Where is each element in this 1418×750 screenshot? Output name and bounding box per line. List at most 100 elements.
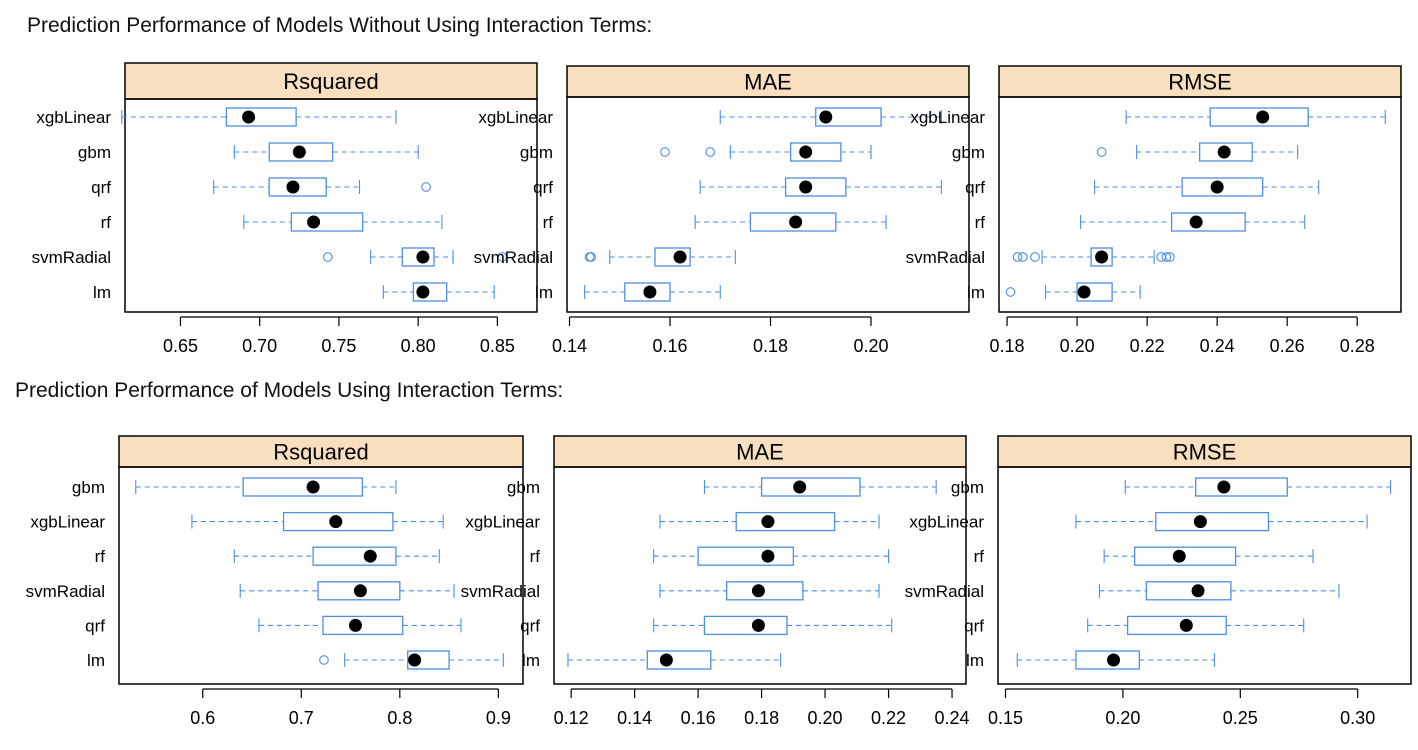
strip-title: RMSE	[1173, 440, 1237, 465]
category-label: svmRadial	[32, 248, 111, 267]
box-iqr	[322, 615, 404, 636]
outlier-point	[1005, 287, 1016, 297]
plot-frame	[997, 466, 1412, 685]
median-dot	[1172, 549, 1186, 563]
box-iqr	[1145, 581, 1232, 601]
category-label: rf	[975, 213, 986, 232]
strip-title: Rsquared	[283, 69, 378, 94]
category-label: qrf	[520, 616, 540, 635]
median-dot	[329, 515, 343, 529]
outlier-point	[586, 252, 596, 262]
x-tick-label: 0.24	[1200, 336, 1235, 356]
category-label: xgbLinear	[30, 513, 105, 532]
plot-frame	[124, 98, 538, 313]
box-iqr	[242, 477, 364, 497]
strip-title: Rsquared	[273, 440, 368, 465]
x-tick-label: 0.85	[480, 336, 515, 356]
median-dot	[1095, 250, 1109, 264]
median-dot	[242, 110, 256, 124]
x-tick-label: 0.20	[853, 336, 888, 356]
category-label: xgbLinear	[910, 108, 985, 127]
median-dot	[306, 480, 320, 494]
median-dot	[286, 180, 300, 194]
median-dot	[659, 653, 673, 667]
outlier-point	[497, 252, 507, 262]
panel-without_interaction-rmse: RMSE 0.18 0.20 0.22 0.24 0.26 0.28 xgbLinear gbm…	[906, 65, 1402, 356]
x-tick-label: 0.20	[1060, 336, 1095, 356]
x-tick-label: 0.16	[652, 336, 687, 356]
category-label: qrf	[965, 178, 985, 197]
median-dot	[1217, 480, 1231, 494]
median-dot	[1191, 584, 1205, 598]
outlier-point	[1030, 252, 1040, 262]
category-label: lm	[522, 651, 540, 670]
category-label: lm	[966, 651, 984, 670]
strip-header	[566, 65, 970, 98]
x-tick-label: 0.8	[387, 708, 412, 728]
box-iqr	[784, 177, 847, 197]
median-dot	[1193, 515, 1207, 529]
category-label: lm	[535, 283, 553, 302]
x-tick-label: 0.22	[1130, 336, 1165, 356]
median-dot	[1107, 653, 1121, 667]
median-dot	[348, 618, 362, 632]
median-dot	[819, 110, 833, 124]
box-iqr	[225, 107, 297, 127]
strip-title: MAE	[744, 70, 792, 95]
outlier-point	[1096, 147, 1107, 157]
category-label: svmRadial	[26, 582, 105, 601]
category-label: gbm	[507, 478, 540, 497]
category-label: svmRadial	[461, 582, 540, 601]
median-dot	[751, 584, 765, 598]
box-iqr	[290, 212, 364, 232]
box-iqr	[697, 546, 794, 566]
median-dot	[416, 250, 430, 264]
outlier-point	[1017, 252, 1028, 262]
median-dot	[353, 584, 367, 598]
box-iqr	[646, 650, 712, 670]
box-iqr	[1126, 615, 1227, 636]
category-label: rf	[974, 547, 985, 566]
section-title-with-interaction: Prediction Performance of Models Using I…	[15, 379, 564, 402]
category-label: svmRadial	[905, 582, 984, 601]
outlier-point	[660, 147, 670, 157]
category-label: xgbLinear	[909, 513, 984, 532]
category-label: xgbLinear	[465, 513, 540, 532]
x-tick-label: 0.65	[163, 336, 198, 356]
median-dot	[1256, 110, 1270, 124]
median-dot	[799, 180, 813, 194]
panel-with_interaction-mae: MAE 0.12 0.14 0.16 0.18 0.20 0.22 0.24 gbm xgbLin…	[461, 435, 970, 728]
median-dot	[1217, 145, 1231, 159]
x-tick-label: 0.20	[1105, 708, 1140, 728]
outlier-point	[322, 252, 333, 262]
category-label: svmRadial	[474, 248, 553, 267]
x-tick-label: 0.20	[808, 708, 843, 728]
outlier-point	[319, 655, 329, 665]
x-tick-label: 0.26	[1270, 336, 1305, 356]
x-tick-label: 0.7	[289, 708, 314, 728]
x-tick-label: 0.70	[242, 336, 277, 356]
x-tick-label: 0.6	[190, 708, 215, 728]
median-dot	[761, 549, 775, 563]
median-dot	[793, 480, 807, 494]
panel-with_interaction-rsquared: Rsquared 0.6 0.7 0.8 0.9 gbm xgbLinear rf svmRad…	[26, 435, 524, 728]
panel-with_interaction-rmse: RMSE 0.15 0.20 0.25 0.30 gbm xgbLinear rf svmRad…	[905, 435, 1412, 728]
x-tick-label: 0.22	[871, 708, 906, 728]
strip-title: MAE	[736, 440, 784, 465]
category-label: lm	[93, 283, 111, 302]
median-dot	[673, 250, 687, 264]
category-label: gbm	[72, 478, 105, 497]
median-dot	[307, 215, 321, 229]
outlier-point	[1165, 252, 1175, 262]
x-tick-label: 0.9	[486, 708, 511, 728]
median-dot	[416, 285, 430, 299]
box-iqr	[760, 477, 861, 497]
x-tick-label: 0.25	[1223, 708, 1258, 728]
median-dot	[751, 618, 765, 632]
strip-header	[998, 65, 1402, 98]
category-label: gbm	[951, 478, 984, 497]
outlier-point	[705, 147, 716, 157]
category-label: xgbLinear	[36, 108, 111, 127]
category-label: gbm	[78, 143, 111, 162]
x-tick-label: 0.14	[552, 336, 587, 356]
